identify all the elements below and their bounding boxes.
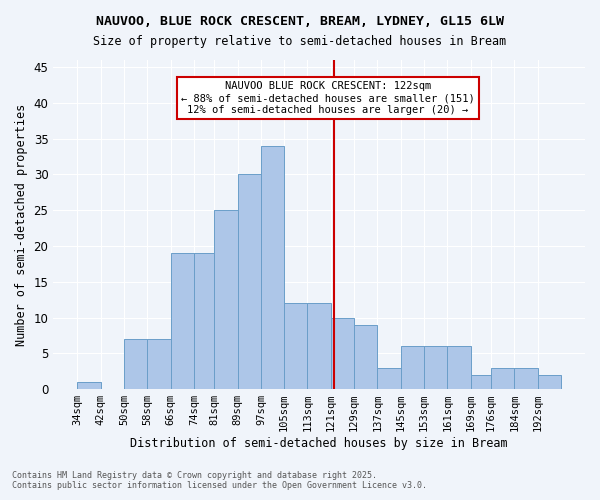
- Bar: [538, 375, 561, 389]
- Bar: [514, 368, 538, 389]
- Bar: [491, 368, 514, 389]
- Bar: [261, 146, 284, 389]
- Bar: [170, 253, 194, 389]
- Bar: [470, 375, 491, 389]
- Text: NAUVOO, BLUE ROCK CRESCENT, BREAM, LYDNEY, GL15 6LW: NAUVOO, BLUE ROCK CRESCENT, BREAM, LYDNE…: [96, 15, 504, 28]
- X-axis label: Distribution of semi-detached houses by size in Bream: Distribution of semi-detached houses by …: [130, 437, 508, 450]
- Y-axis label: Number of semi-detached properties: Number of semi-detached properties: [15, 104, 28, 346]
- Bar: [148, 339, 170, 389]
- Text: Size of property relative to semi-detached houses in Bream: Size of property relative to semi-detach…: [94, 35, 506, 48]
- Bar: [284, 303, 307, 389]
- Bar: [377, 368, 401, 389]
- Bar: [124, 339, 148, 389]
- Bar: [238, 174, 261, 389]
- Bar: [401, 346, 424, 389]
- Bar: [77, 382, 101, 389]
- Bar: [331, 318, 354, 389]
- Bar: [307, 303, 331, 389]
- Text: Contains HM Land Registry data © Crown copyright and database right 2025.
Contai: Contains HM Land Registry data © Crown c…: [12, 470, 427, 490]
- Bar: [447, 346, 470, 389]
- Bar: [194, 253, 214, 389]
- Text: NAUVOO BLUE ROCK CRESCENT: 122sqm
← 88% of semi-detached houses are smaller (151: NAUVOO BLUE ROCK CRESCENT: 122sqm ← 88% …: [181, 82, 475, 114]
- Bar: [424, 346, 447, 389]
- Bar: [214, 210, 238, 389]
- Bar: [354, 324, 377, 389]
